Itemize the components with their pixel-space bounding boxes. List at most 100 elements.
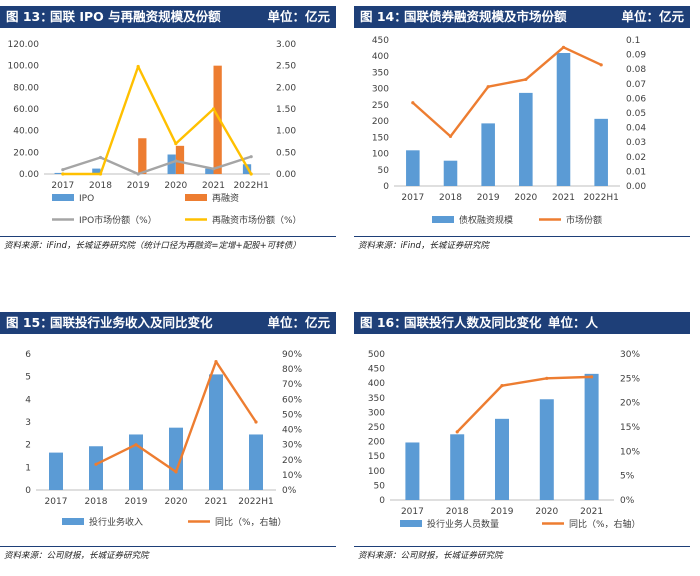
series-line-0: [62, 155, 252, 176]
legend-label: 市场份额: [566, 214, 602, 226]
right-axis-tick-label: 0.00: [276, 170, 296, 180]
x-axis-tick-label: 2017: [45, 497, 68, 507]
x-axis-tick-label: 2019: [127, 181, 150, 191]
right-axis-tick-label: 0.08: [626, 65, 646, 75]
left-axis-tick-label: 100.00: [8, 62, 40, 72]
legend-swatch-bar: [432, 216, 454, 223]
line-point: [174, 470, 178, 474]
right-axis-tick-label: 25%: [620, 374, 640, 384]
right-axis-tick-label: 0.50: [276, 148, 296, 158]
chart-title: 国联投行业务收入及同比变化: [50, 315, 213, 330]
left-axis-tick-label: 40.00: [13, 127, 39, 137]
unit-label: 单位：亿元: [267, 315, 330, 330]
figure-label: 图 13：: [6, 9, 53, 24]
right-axis-tick-label: 30%: [620, 350, 640, 360]
right-axis-tick-label: 1.00: [276, 127, 296, 137]
x-axis-tick-label: 2022H1: [238, 497, 273, 507]
chart-bond-financing: 0 50 100 150 200 250 300 350 400 450 0.00 0.01 0.02 0…: [372, 36, 647, 226]
chart-ib-staff: 0 50 100 150 200 250 300 350 400 450 500 0% 5% 10% 15%…: [368, 350, 641, 530]
bar-primary: [249, 434, 263, 490]
right-axis-tick-label: 15%: [620, 423, 640, 433]
chart-title: 国联债券融资规模及市场份额: [404, 9, 567, 24]
chart-title: 国联 IPO 与再融资规模及份额: [50, 9, 221, 24]
x-axis-tick-label: 2020: [514, 193, 537, 203]
left-axis-tick-label: 100: [372, 150, 389, 160]
x-axis-tick-label: 2017: [51, 181, 74, 191]
x-axis-tick-label: 2021: [202, 181, 225, 191]
left-axis-tick-label: 350: [372, 68, 389, 78]
series-line-0: [412, 46, 602, 138]
bar-primary: [594, 118, 608, 186]
unit-label: 单位：亿元: [621, 9, 684, 24]
line-point: [249, 155, 253, 159]
bar-primary: [169, 427, 183, 490]
line-point: [61, 168, 65, 172]
chart-ipo-refinancing: 0.00 20.00 40.00 60.00 80.00 100.00 120.00 0.00…: [8, 40, 302, 226]
bar-secondary: [175, 145, 185, 174]
x-axis-tick-label: 2017: [401, 507, 424, 517]
figure-label: 图 15：: [6, 315, 53, 330]
x-axis-tick-label: 2018: [89, 181, 112, 191]
bar-ipo: [92, 168, 101, 174]
panel-figure-13: 图 13： 国联 IPO 与再融资规模及份额 单位：亿元 0.00 20.00 40…: [0, 0, 341, 270]
line-point: [455, 430, 459, 434]
right-axis-tick-label: 0.09: [626, 51, 646, 61]
x-axis-tick-label: 2017: [401, 193, 424, 203]
right-axis-tick-label: 0%: [282, 486, 297, 496]
line-point: [561, 45, 566, 49]
x-axis-tick-label: 2018: [439, 193, 462, 203]
left-axis-tick-label: 3: [25, 418, 31, 428]
right-axis-tick-label: 50%: [282, 410, 302, 420]
right-axis-tick-label: 3.00: [276, 40, 296, 50]
line-point: [254, 420, 258, 424]
bar-primary: [450, 434, 465, 500]
legend-swatch-bar: [52, 194, 74, 201]
x-axis-tick-label: 2019: [477, 193, 500, 203]
right-axis-tick-label: 0.01: [626, 167, 646, 177]
x-axis-tick-label: 2022H1: [233, 181, 268, 191]
bar-primary: [481, 123, 495, 186]
x-axis-tick-label: 2018: [85, 497, 108, 507]
bar-primary: [443, 160, 458, 186]
right-axis-tick-label: 80%: [282, 365, 302, 375]
panel-figure-16: 图 16： 国联投行人数及同比变化 单位：人 0 50 100 150 200 250 30…: [354, 306, 695, 576]
x-axis-tick-label: 2018: [446, 507, 469, 517]
line-point: [545, 376, 549, 380]
left-axis-tick-label: 100: [368, 467, 385, 477]
line-point: [486, 85, 490, 89]
line-point: [249, 172, 253, 176]
figure-label: 图 16：: [360, 315, 407, 330]
left-axis-tick-label: 400: [372, 52, 389, 62]
x-axis-tick-label: 2021: [552, 193, 575, 203]
left-axis-tick-label: 400: [368, 379, 385, 389]
bar-ipo: [205, 168, 214, 174]
line-point: [98, 155, 103, 160]
left-axis-tick-label: 1: [25, 463, 31, 473]
legend-label: 投行业务人员数量: [427, 518, 499, 530]
x-axis-tick-label: 2021: [205, 497, 228, 507]
source-note: 资料来源：公司财报，长城证券研究院: [4, 551, 149, 561]
legend-label: 同比（%，右轴）: [569, 518, 641, 530]
legend-label: 同比（%，右轴）: [215, 516, 287, 528]
right-axis-tick-label: 40%: [282, 426, 302, 436]
x-axis-tick-label: 2020: [535, 507, 558, 517]
line-point: [98, 172, 103, 176]
bar-ipo: [167, 154, 176, 174]
legend-label: 再融资: [212, 193, 239, 204]
right-axis-tick-label: 0.00: [626, 182, 646, 192]
bar-secondary: [138, 138, 147, 174]
figure-label: 图 14：: [360, 9, 407, 24]
panel-header: 图 16： 国联投行人数及同比变化 单位：人: [354, 312, 690, 334]
left-axis-tick-label: 500: [368, 350, 385, 360]
line-point: [599, 63, 603, 67]
bar-primary: [406, 150, 420, 186]
right-axis-tick-label: 1.50: [276, 105, 296, 115]
divider: [354, 546, 690, 547]
chart-ib-revenue: 01234560%10%20%30%40%50%60%70%80%90%2017…: [25, 350, 302, 528]
series-line-0: [456, 375, 592, 433]
line-point: [94, 462, 98, 466]
left-axis-tick-label: 200: [368, 438, 385, 448]
left-axis-tick-label: 0: [379, 496, 385, 506]
x-axis-tick-label: 2020: [164, 181, 187, 191]
legend-label: IPO市场份额（%）: [79, 214, 157, 226]
